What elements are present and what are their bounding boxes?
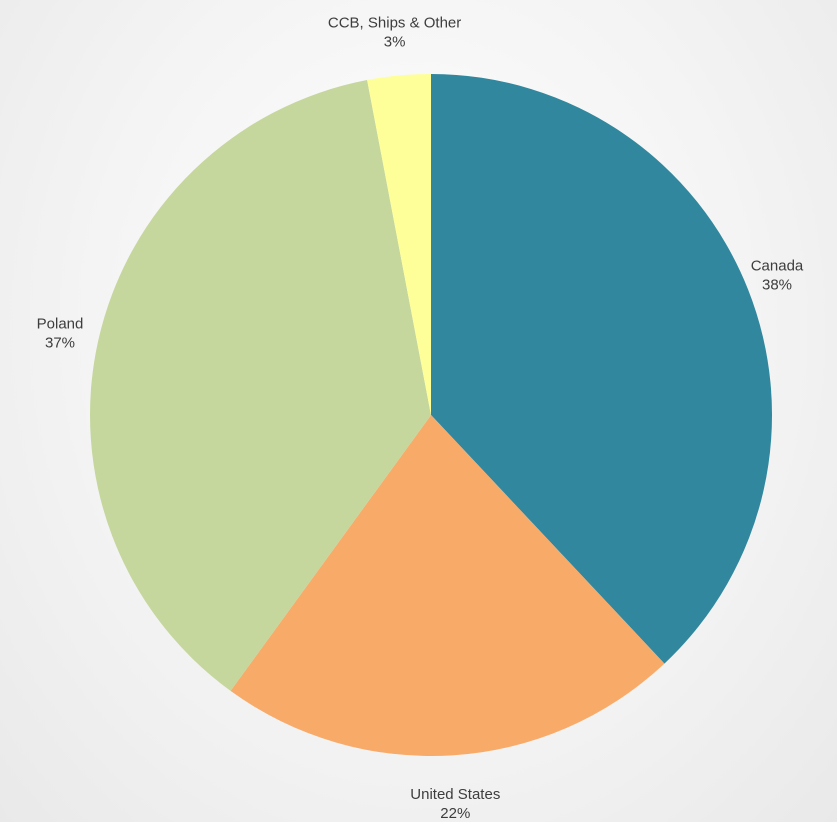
pie-slice-3 (367, 74, 431, 415)
slice-label-2: Poland (37, 316, 84, 333)
slice-label-1: United States (410, 786, 500, 803)
pie-slices (90, 74, 773, 756)
pie-labels: Canada 38% United States 22% Poland 37% CCB, S… (37, 15, 804, 822)
pie-slice-1 (230, 415, 665, 756)
slice-value-label-1: 22% (440, 805, 470, 822)
slice-value-label-0: 38% (762, 277, 792, 294)
pie-slice-0 (431, 74, 773, 664)
slice-label-0: Canada (751, 258, 804, 275)
slice-value-label-3: 3% (384, 34, 406, 51)
slice-value-label-2: 37% (45, 335, 75, 352)
pie-slice-2 (90, 80, 432, 691)
slice-label-3: CCB, Ships & Other (328, 15, 461, 32)
